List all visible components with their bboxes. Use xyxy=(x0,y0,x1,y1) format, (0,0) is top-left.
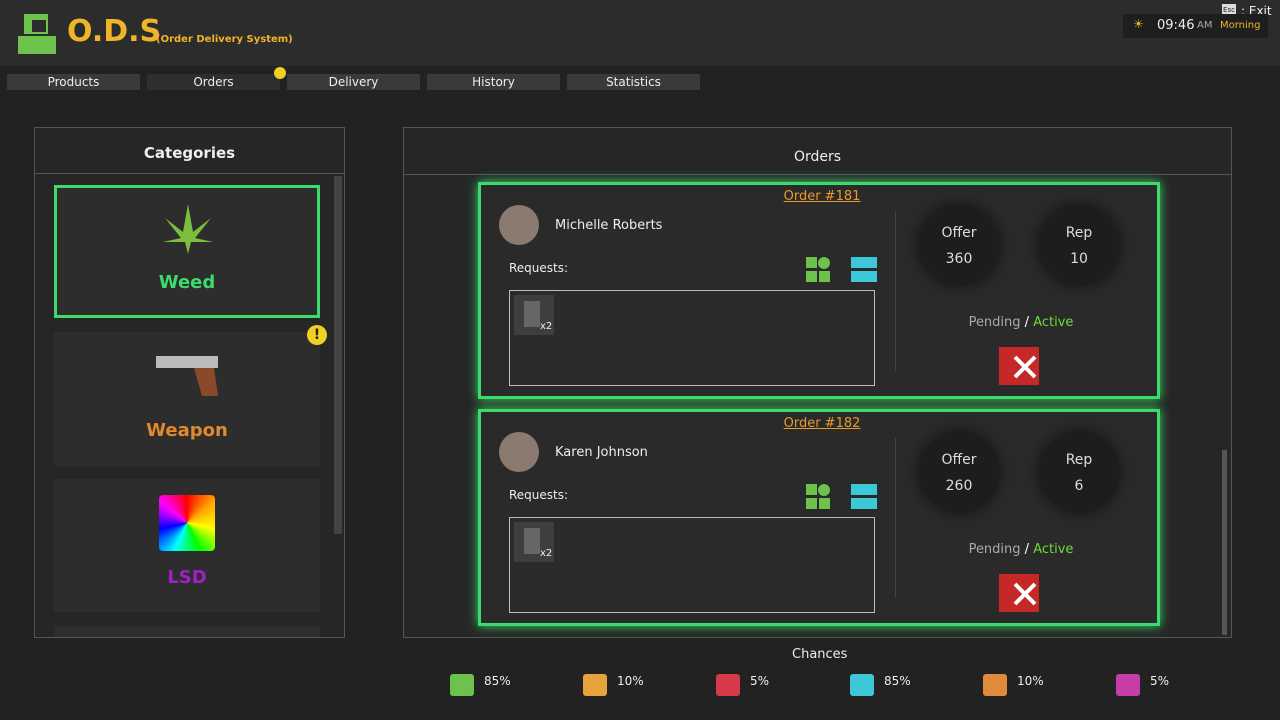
separator: / xyxy=(1024,315,1030,330)
customer-name: Karen Johnson xyxy=(555,445,648,460)
quantity: x2 xyxy=(540,548,553,559)
rep-label: Rep xyxy=(1065,452,1093,468)
cancel-icon xyxy=(1013,355,1037,379)
request-item: x2 xyxy=(514,295,554,335)
order-id[interactable]: Order #181 xyxy=(783,189,861,204)
avatar xyxy=(499,432,539,472)
active[interactable]: Active xyxy=(1033,542,1074,557)
weapon-icon xyxy=(156,356,218,396)
panel-title: Categories xyxy=(143,144,236,162)
type-icons xyxy=(806,257,877,282)
logo: O.D.S xyxy=(67,14,162,49)
alert-badge xyxy=(274,67,286,79)
item-icon xyxy=(524,301,540,327)
request-icons xyxy=(804,255,884,287)
chance-icon xyxy=(716,674,740,696)
rep-value: 6 xyxy=(1074,478,1084,494)
requests-label: Requests: xyxy=(509,261,569,275)
order-card: Order #182 Karen Johnson Requests: x2 Offer 2… xyxy=(478,409,1160,626)
cancel-button[interactable] xyxy=(999,347,1039,385)
active[interactable]: Active xyxy=(1033,315,1074,330)
chances-title: Chances xyxy=(792,647,848,662)
requests-label: Requests: xyxy=(509,488,569,502)
request-box: x2 xyxy=(509,517,875,613)
tab[interactable]: Statistics xyxy=(567,74,700,90)
divider xyxy=(404,174,1231,175)
subtitle: (Order Delivery System) xyxy=(156,34,293,45)
offer-value: 260 xyxy=(945,478,973,494)
offer-label: Offer xyxy=(941,225,977,241)
chance-value: 85% xyxy=(484,674,511,688)
rep: Rep 6 xyxy=(1039,432,1119,512)
chance-value: 5% xyxy=(1150,674,1170,688)
period: Morning xyxy=(1220,20,1261,31)
category-card[interactable]: Weapon xyxy=(54,332,320,466)
chance-icon xyxy=(850,674,874,696)
categories-panel: Categories Weed Weapon LSD xyxy=(34,127,345,638)
status: Pending / Active xyxy=(921,315,1121,330)
type-icons xyxy=(806,484,877,509)
avatar xyxy=(499,205,539,245)
tab[interactable]: Delivery xyxy=(287,74,420,90)
cancel-icon xyxy=(1013,582,1037,606)
rep-label: Rep xyxy=(1065,225,1093,241)
clock: ☀ 09:46 AM Morning xyxy=(1123,14,1268,38)
status: Pending / Active xyxy=(921,542,1121,557)
tab[interactable]: Orders xyxy=(147,74,280,90)
request-icons xyxy=(804,482,884,514)
divider xyxy=(895,211,896,371)
weed-icon xyxy=(163,204,213,254)
chance-icon xyxy=(450,674,474,696)
offer: Offer 360 xyxy=(919,205,999,285)
alert-badge: ! xyxy=(307,325,327,345)
sun-icon: ☀ xyxy=(1133,17,1144,31)
order-id[interactable]: Order #182 xyxy=(783,416,861,431)
lsd-icon xyxy=(159,495,215,551)
separator: / xyxy=(1024,542,1030,557)
rep: Rep 10 xyxy=(1039,205,1119,285)
chance-value: 85% xyxy=(884,674,911,688)
pending: Pending xyxy=(968,315,1021,330)
offer-value: 360 xyxy=(945,251,973,267)
divider xyxy=(895,438,896,598)
request-box: x2 xyxy=(509,290,875,386)
tab[interactable]: History xyxy=(427,74,560,90)
scrollbar[interactable] xyxy=(1222,450,1227,635)
chance-icon xyxy=(1116,674,1140,696)
panel-title: Orders xyxy=(793,149,842,165)
chance-value: 10% xyxy=(1017,674,1044,688)
category-card[interactable] xyxy=(54,626,320,637)
esc-key: Esc xyxy=(1222,4,1236,17)
item-icon xyxy=(524,528,540,554)
pending: Pending xyxy=(968,542,1021,557)
chance-value: 10% xyxy=(617,674,644,688)
category-label: Weapon xyxy=(146,420,228,441)
rep-value: 10 xyxy=(1070,251,1088,267)
logo-icon xyxy=(18,14,56,54)
scrollbar[interactable] xyxy=(334,176,342,534)
category-card[interactable]: Weed xyxy=(54,185,320,318)
quantity: x2 xyxy=(540,321,553,332)
request-item: x2 xyxy=(514,522,554,562)
cancel-button[interactable] xyxy=(999,574,1039,612)
chance-value: 5% xyxy=(750,674,770,688)
divider xyxy=(35,173,344,174)
orders-panel: Orders Order #181 Michelle Roberts Request… xyxy=(403,127,1232,638)
category-card[interactable]: LSD xyxy=(54,479,320,612)
category-label: Weed xyxy=(158,272,216,293)
customer-name: Michelle Roberts xyxy=(555,218,663,233)
order-card: Order #181 Michelle Roberts Requests: x2 Off… xyxy=(478,182,1160,399)
offer: Offer 260 xyxy=(919,432,999,512)
offer-label: Offer xyxy=(941,452,977,468)
header: O.D.S (Order Delivery System) Esc : Exit… xyxy=(0,0,1280,66)
time: 09:46 xyxy=(1157,18,1195,33)
category-label: LSD xyxy=(167,567,207,588)
chance-icon xyxy=(983,674,1007,696)
tab[interactable]: Products xyxy=(7,74,140,90)
ampm: AM xyxy=(1197,20,1213,31)
chance-icon xyxy=(583,674,607,696)
